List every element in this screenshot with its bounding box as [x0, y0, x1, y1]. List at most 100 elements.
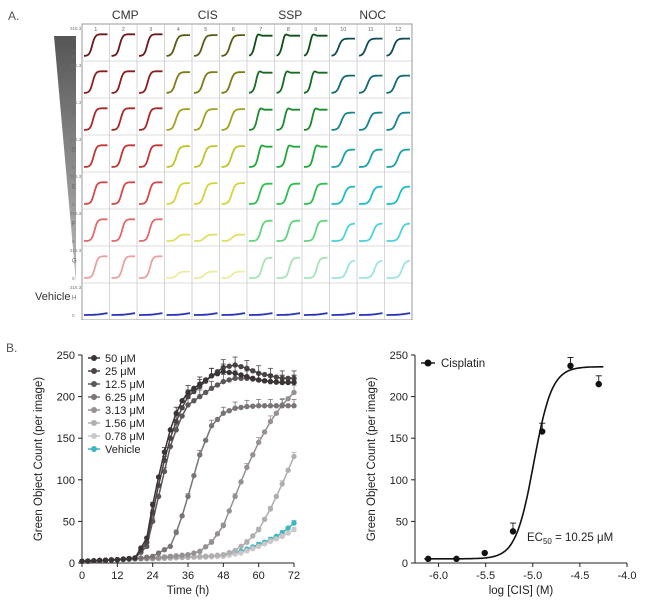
- panel-b-time-course-chart: B. 0 50 100 150 200 250 0 12 24 36 48 60 72 Time (h) Gr…: [6, 341, 300, 597]
- legend-swatch-marker: [91, 381, 97, 387]
- data-point: [102, 557, 109, 563]
- data-point: [250, 375, 256, 381]
- legend-label: Cisplatin: [441, 358, 485, 370]
- data-point: [161, 449, 168, 455]
- well-trace: [359, 312, 383, 316]
- data-point: [91, 558, 97, 564]
- y-max-label: 315.3: [70, 100, 82, 105]
- data-point: [244, 403, 250, 410]
- column-number: 11: [368, 27, 374, 33]
- data-point: [238, 550, 244, 556]
- data-point: [539, 428, 546, 435]
- well-trace: [83, 33, 108, 57]
- row-letter: E: [72, 185, 76, 191]
- well-trace: [359, 259, 383, 279]
- well-trace: [359, 185, 383, 205]
- data-point: [267, 506, 274, 512]
- well-trace: [111, 312, 136, 316]
- well-trace: [111, 70, 135, 94]
- well-trace: [386, 185, 410, 205]
- data-point: [291, 403, 297, 409]
- data-point: [255, 543, 262, 550]
- y-min-label: 0: [72, 276, 75, 281]
- data-point: [167, 543, 174, 550]
- well-trace: [303, 33, 328, 57]
- legend-swatch-marker: [91, 420, 97, 426]
- y-max-label: 315.3: [70, 211, 82, 216]
- well-trace: [221, 71, 245, 94]
- vehicle-label: Vehicle: [35, 291, 70, 303]
- x-tick-label: 72: [288, 570, 300, 582]
- data-point: [232, 493, 238, 500]
- data-point: [197, 381, 203, 387]
- data-point: [261, 429, 268, 435]
- data-point: [179, 513, 185, 519]
- well-trace: [248, 70, 273, 94]
- well-trace: [193, 71, 218, 94]
- data-point: [285, 375, 291, 381]
- data-point: [238, 543, 244, 550]
- data-point: [255, 403, 262, 409]
- well-trace: [194, 312, 218, 316]
- x-axis-label: Time (h): [167, 585, 210, 597]
- data-point: [250, 368, 256, 374]
- data-point: [191, 472, 197, 479]
- well-trace: [249, 256, 273, 279]
- well-trace: [304, 256, 328, 279]
- well-trace: [249, 312, 273, 316]
- y-tick-label: 0: [69, 558, 75, 570]
- data-point: [96, 557, 103, 564]
- column-number: 9: [314, 27, 317, 33]
- data-point: [173, 418, 179, 425]
- well-trace: [221, 182, 245, 205]
- data-point: [226, 377, 232, 383]
- data-point: [273, 379, 280, 385]
- data-point: [114, 556, 121, 563]
- data-point: [226, 508, 232, 514]
- data-point: [185, 389, 191, 396]
- data-point: [214, 416, 221, 423]
- well-trace: [276, 219, 300, 242]
- well-trace: [276, 312, 301, 316]
- well-trace: [194, 145, 218, 168]
- data-point: [197, 393, 203, 400]
- well-trace: [166, 71, 190, 94]
- data-point: [208, 385, 215, 391]
- well-trace: [386, 37, 410, 57]
- y-max-label: 315.3: [70, 174, 82, 179]
- data-point: [132, 555, 138, 561]
- well-trace: [331, 222, 355, 242]
- legend-swatch-marker: [91, 407, 97, 413]
- data-point: [261, 378, 268, 384]
- well-trace: [193, 34, 218, 57]
- data-point: [291, 453, 297, 460]
- data-point: [232, 370, 238, 377]
- data-point: [179, 404, 185, 411]
- well-trace: [303, 144, 328, 168]
- x-tick-label: -6.0: [429, 570, 448, 582]
- y-max-label: 315.3: [70, 285, 82, 290]
- data-point: [167, 427, 174, 433]
- well-trace: [386, 148, 410, 168]
- data-point: [291, 527, 297, 533]
- well-trace: [331, 312, 356, 316]
- panel-a-label: A.: [8, 9, 19, 23]
- well-trace: [221, 233, 245, 242]
- data-point: [250, 403, 256, 409]
- y-tick-label: 150: [390, 433, 408, 445]
- data-point: [285, 467, 291, 473]
- well-trace: [386, 312, 411, 316]
- data-point: [453, 555, 460, 563]
- data-point: [161, 468, 168, 475]
- data-point: [226, 363, 232, 369]
- column-number: 2: [122, 27, 125, 33]
- well-trace: [331, 74, 355, 94]
- data-point: [208, 553, 215, 559]
- y-min-label: 0: [72, 239, 75, 244]
- data-point: [208, 539, 215, 545]
- y-min-label: 0: [72, 313, 75, 318]
- data-point: [279, 403, 285, 409]
- data-point: [161, 546, 168, 553]
- data-point: [267, 403, 274, 409]
